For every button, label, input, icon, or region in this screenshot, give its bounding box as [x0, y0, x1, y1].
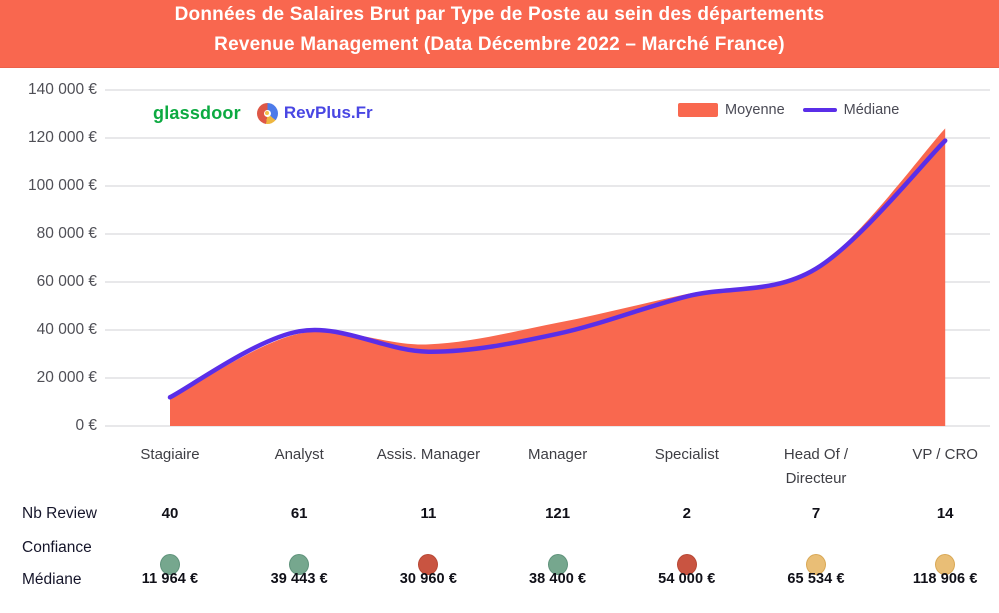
page-title: Données de Salaires Brut par Type de Pos… [174, 4, 825, 25]
legend-mediane-label: Médiane [843, 102, 900, 118]
y-tick-label: 20 000 € [36, 369, 97, 386]
mediane-value: 118 906 € [912, 571, 978, 587]
confiance-row-label: Confiance [22, 539, 92, 556]
legend-moyenne-label: Moyenne [725, 102, 785, 118]
x-tick-label: Specialist [654, 446, 719, 463]
y-tick-label: 0 € [75, 417, 97, 434]
legend-item-mediane[interactable]: Médiane [802, 102, 900, 118]
y-tick-label: 120 000 € [28, 129, 97, 146]
mediane-line-path [167, 138, 948, 400]
y-tick-label: 80 000 € [36, 225, 97, 242]
revplus-logo-label: RevPlus.Fr [283, 103, 373, 122]
nb-review-value: 11 [420, 505, 437, 522]
x-tick-label: Analyst [274, 446, 324, 463]
revplus-logo: RevPlus.Fr [256, 102, 373, 124]
nb-review-value: 2 [682, 505, 691, 522]
x-tick-label: Assis. Manager [376, 446, 481, 463]
legend: Moyenne Médiane [678, 102, 899, 118]
y-tick-label: 140 000 € [28, 81, 97, 98]
x-tick-label: Manager [527, 446, 588, 463]
confiance-green-dot-icon [160, 554, 180, 575]
legend-item-moyenne[interactable]: Moyenne [678, 102, 785, 118]
x-tick-label: Stagiaire [140, 446, 200, 463]
mediane-value: 11 964 € [141, 571, 199, 587]
mediane-value: 39 443 € [270, 571, 328, 587]
branding: glassdoor RevPlus.Fr [153, 101, 373, 125]
revplus-pie-icon [256, 102, 278, 124]
nb-review-value: 121 [545, 505, 571, 522]
y-tick-label: 60 000 € [36, 273, 97, 290]
confiance-green-dot-icon [289, 554, 310, 575]
moyenne-swatch-icon [678, 103, 718, 117]
y-tick-label: 100 000 € [28, 177, 97, 194]
mediane-line-swatch-icon [802, 107, 837, 113]
confiance-red-dot-icon [418, 554, 439, 575]
confiance-yellow-dot-icon [935, 554, 956, 575]
nb-review-value: 7 [811, 505, 821, 522]
confiance-red-dot-icon [676, 554, 697, 575]
x-tick-label: Head Of / Directeur [783, 446, 849, 487]
nb-review-value: 61 [290, 505, 308, 522]
moyenne-area-path [170, 128, 946, 426]
nb-review-row-label: Nb Review [22, 505, 97, 522]
nb-review-value: 40 [161, 505, 179, 522]
glassdoor-logo: glassdoor [153, 102, 241, 123]
mediane-value: 30 960 € [399, 571, 458, 587]
y-tick-label: 40 000 € [36, 321, 97, 338]
confiance-row: Confiance [0, 536, 999, 575]
confiance-yellow-dot-icon [806, 554, 826, 575]
mediane-value: 38 400 € [528, 571, 587, 587]
nb-review-value: 14 [936, 505, 954, 522]
mediane-value: 54 000 € [658, 571, 716, 587]
mediane-row-label: Médiane [22, 571, 82, 588]
salary-chart [105, 89, 990, 427]
x-tick-label: VP / CRO [912, 446, 978, 463]
mediane-value: 65 534 € [787, 571, 845, 587]
header: Données de Salaires Brut par Type de Pos… [0, 0, 999, 68]
confiance-green-dot-icon [547, 554, 568, 575]
page-subtitle: Revenue Management (Data Décembre 2022 –… [214, 34, 785, 55]
